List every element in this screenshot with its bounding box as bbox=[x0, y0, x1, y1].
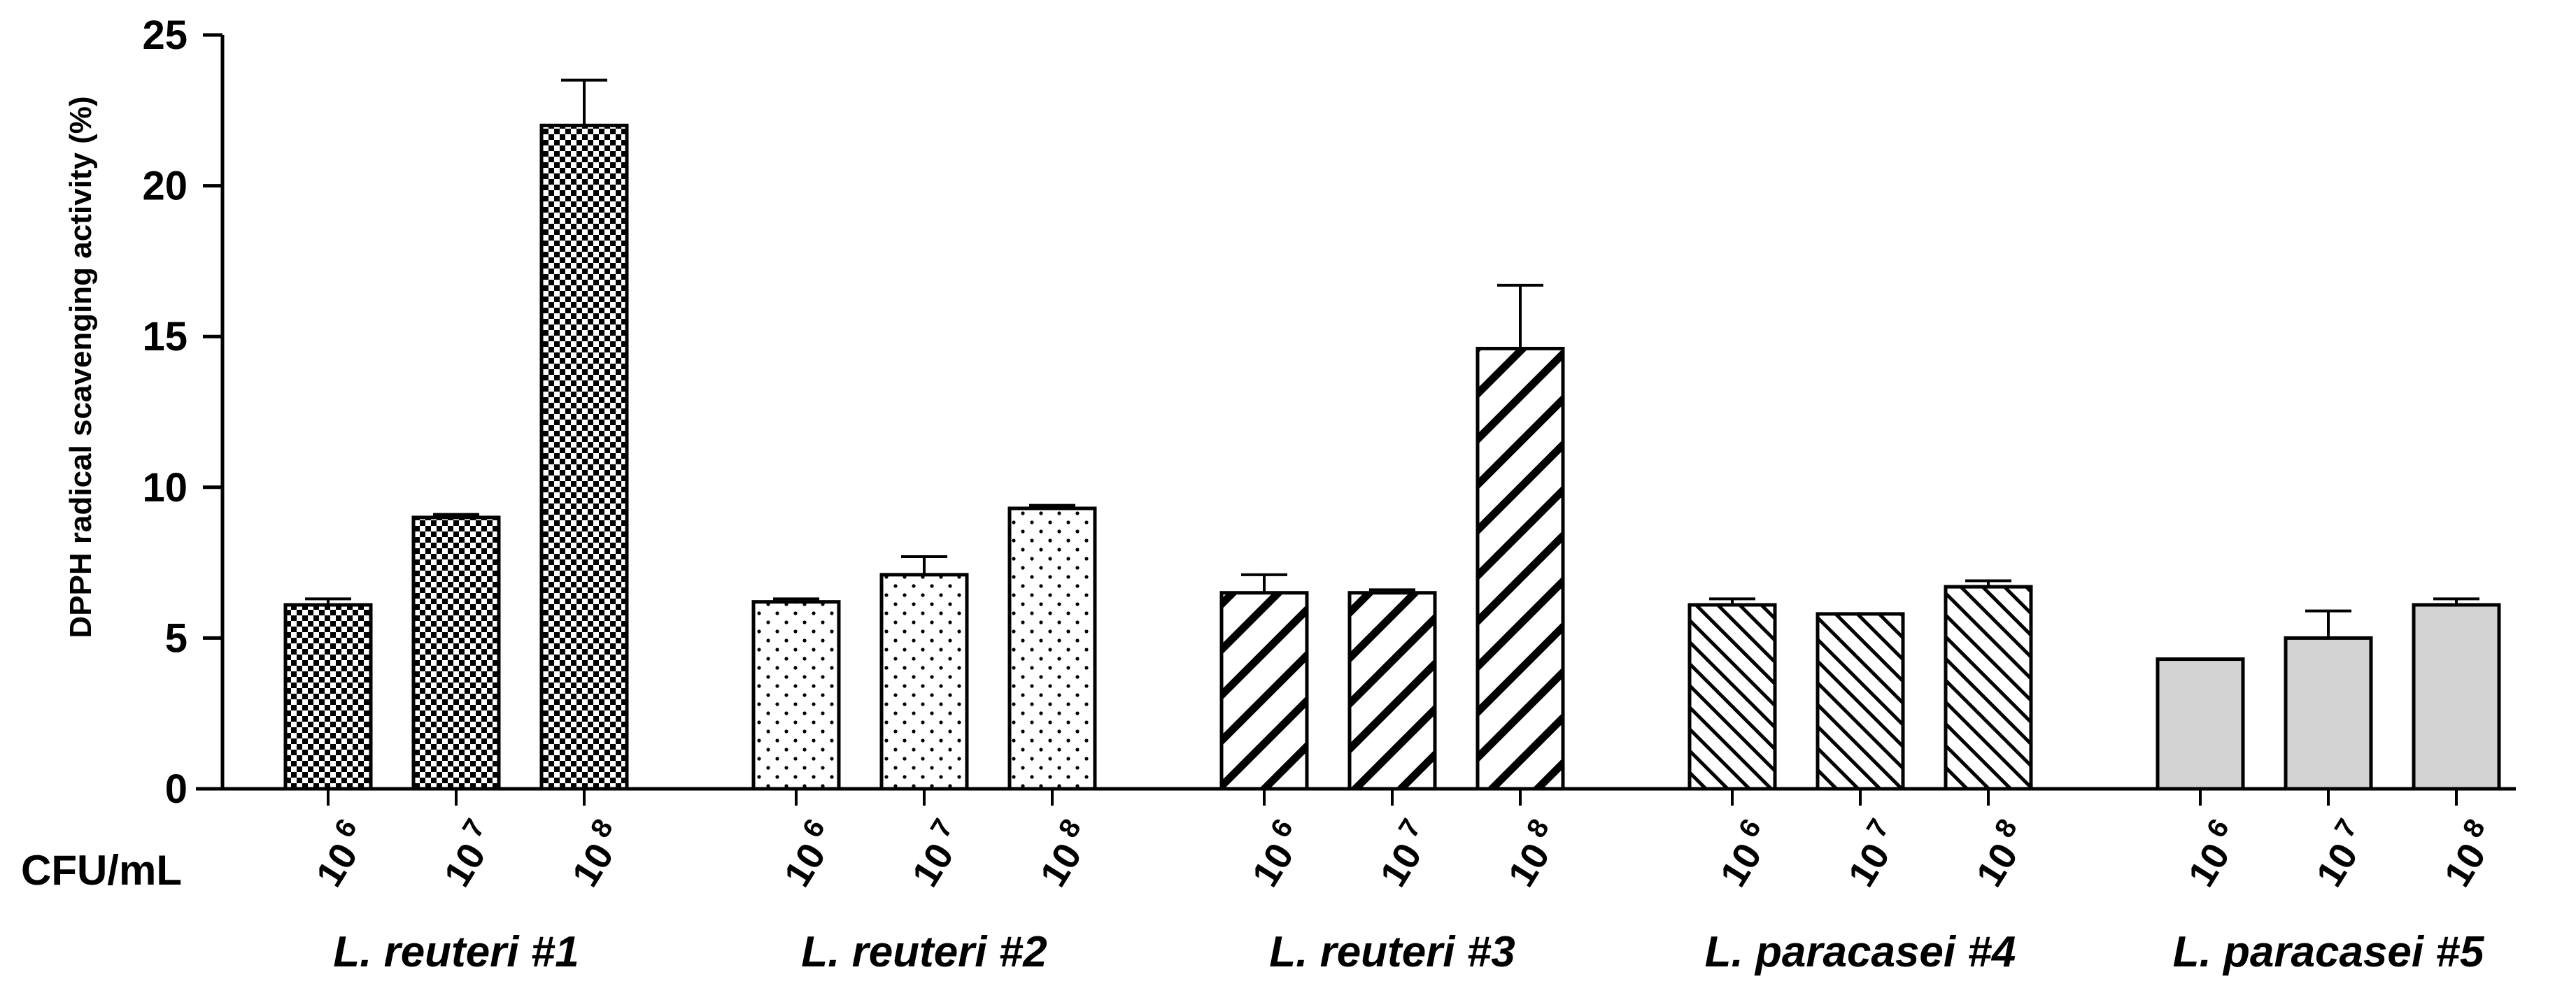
x-tick-label: 108 bbox=[1027, 813, 1102, 894]
y-tick-label: 5 bbox=[165, 615, 187, 661]
y-axis-label: DPPH radical scavenging activity (%) bbox=[64, 96, 98, 638]
group-label: L. paracasei #4 bbox=[1705, 928, 2016, 976]
bar bbox=[1944, 585, 2033, 791]
bar bbox=[2156, 657, 2245, 791]
y-tick-label: 10 bbox=[142, 465, 187, 510]
x-tick-label: 106 bbox=[1239, 813, 1314, 894]
bar bbox=[283, 603, 373, 791]
group-label: L. reuteri #1 bbox=[333, 928, 579, 976]
group-label: L. reuteri #2 bbox=[801, 928, 1047, 976]
group-labels: L. reuteri #1 L. reuteri #2 L. reuteri #3 L… bbox=[333, 928, 2485, 976]
bars bbox=[283, 78, 2501, 791]
y-tick-label: 15 bbox=[142, 314, 187, 359]
bar bbox=[879, 573, 969, 791]
x-tick-label: 108 bbox=[1963, 813, 2038, 894]
y-tick-label: 0 bbox=[165, 766, 187, 812]
y-tick-label: 25 bbox=[142, 13, 187, 58]
bar bbox=[1687, 603, 1777, 791]
x-tick-label: 106 bbox=[303, 813, 378, 894]
x-tick-label: 107 bbox=[2303, 813, 2378, 894]
bar bbox=[751, 600, 841, 791]
x-tick-label: 108 bbox=[2431, 813, 2506, 894]
x-tick-label: 107 bbox=[1367, 813, 1442, 894]
group-label: L. reuteri #3 bbox=[1269, 928, 1515, 976]
x-tick-label: 106 bbox=[2175, 813, 2250, 894]
x-tick-label: 106 bbox=[1707, 813, 1782, 894]
bar bbox=[411, 515, 501, 791]
row-label-cfu: CFU/mL bbox=[21, 847, 182, 894]
x-tick-label: 108 bbox=[1495, 813, 1570, 894]
x-tick-label: 108 bbox=[559, 813, 634, 894]
bar bbox=[1219, 591, 1309, 791]
group-label: L. paracasei #5 bbox=[2173, 928, 2485, 976]
bar bbox=[1007, 506, 1097, 791]
x-tick-label: 107 bbox=[899, 813, 974, 894]
x-tick-label: 107 bbox=[1835, 813, 1910, 894]
x-ticks: 106 107 108 106 107 108 106 107 108 106 107 108 106 1… bbox=[303, 789, 2506, 894]
bar bbox=[2284, 636, 2373, 791]
y-ticks: 0 5 10 15 20 25 bbox=[142, 13, 222, 812]
bar bbox=[2412, 603, 2501, 791]
x-tick-label: 106 bbox=[771, 813, 846, 894]
bar bbox=[1347, 591, 1437, 791]
bar bbox=[1816, 612, 1905, 791]
x-tick-label: 107 bbox=[431, 813, 506, 894]
bar bbox=[1475, 346, 1565, 791]
y-tick-label: 20 bbox=[142, 164, 187, 209]
bar bbox=[539, 123, 629, 791]
